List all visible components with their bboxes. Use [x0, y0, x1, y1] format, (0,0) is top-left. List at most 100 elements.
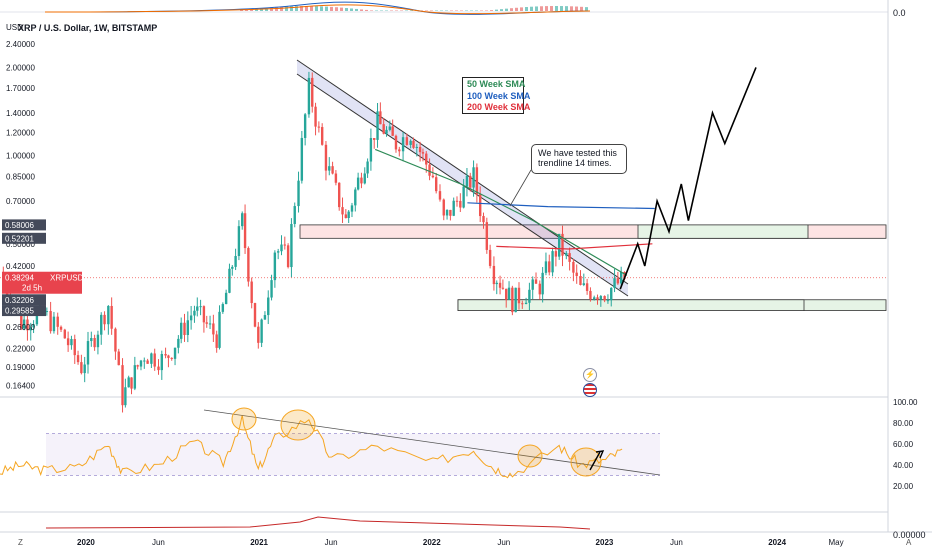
trendline-callout: We have tested this trendline 14 times. — [531, 144, 627, 174]
macd-bar — [570, 6, 573, 11]
level-tag-label: 0.58006 — [5, 221, 34, 230]
macd-bar — [335, 7, 338, 11]
macd-bar — [400, 10, 403, 11]
time-tick-label: Jun — [670, 538, 683, 547]
macd-bar — [405, 10, 408, 11]
candle-body — [485, 222, 489, 250]
candle-body — [475, 167, 479, 195]
flash-icon[interactable]: ⚡ — [583, 368, 597, 382]
footer-left-button[interactable]: Z — [18, 538, 23, 547]
candle-body — [283, 244, 287, 246]
price-tag-symbol: XRPUSD — [50, 274, 84, 283]
candle-body — [146, 360, 149, 364]
price-tick-label: 0.16400 — [6, 382, 35, 391]
trendline-upper — [296, 59, 629, 285]
candle-body — [167, 355, 170, 358]
candle-body — [243, 213, 247, 249]
rsi-tick-label: 100.00 — [893, 398, 918, 407]
candle-body — [133, 365, 137, 389]
candle-body — [338, 182, 341, 208]
candle-body — [360, 177, 363, 184]
macd-bar — [425, 10, 428, 11]
candle-body — [452, 200, 455, 216]
candles — [2, 71, 626, 413]
indicator-top-value: 0.0 — [893, 8, 906, 18]
price-tick-label: 0.85000 — [6, 172, 35, 181]
candle-body — [80, 362, 83, 374]
rsi-band — [46, 433, 660, 476]
candle-body — [73, 339, 76, 356]
candle-body — [505, 288, 508, 300]
candle-body — [596, 297, 599, 300]
level-tag-bg — [2, 232, 46, 244]
candle-body — [589, 290, 592, 300]
macd-bar — [445, 10, 448, 11]
candle-body — [124, 387, 127, 406]
candle-body — [431, 175, 435, 178]
candle-body — [250, 281, 253, 304]
candle-body — [324, 144, 328, 171]
candle-body — [445, 209, 449, 216]
macd-bar — [395, 10, 398, 11]
time-tick-label: 2022 — [423, 538, 441, 547]
candle-body — [328, 166, 331, 171]
callout-pointer — [509, 169, 532, 207]
candle-body — [438, 191, 442, 200]
rsi-arrow — [589, 451, 601, 471]
macd-bar — [360, 9, 363, 11]
candle-body — [286, 245, 290, 268]
candle-body — [205, 322, 208, 324]
candle-body — [280, 244, 283, 252]
candle-body — [117, 351, 120, 366]
candle-body — [538, 283, 542, 295]
candle-body — [297, 180, 300, 207]
candle-body — [290, 223, 293, 268]
candle-body — [616, 278, 620, 284]
candle-body — [554, 251, 558, 257]
candle-body — [263, 315, 267, 320]
candle-body — [514, 287, 517, 313]
candle-body — [356, 177, 360, 190]
candle-body — [606, 300, 610, 302]
price-tag-value: 0.38294 — [5, 274, 34, 283]
rsi-arrow-head — [595, 450, 605, 459]
candle-body — [465, 175, 469, 187]
candle-body — [455, 200, 459, 202]
time-tick-label: Jun — [325, 538, 338, 547]
candle-body — [544, 261, 548, 273]
candle-body — [52, 316, 56, 332]
level-tag-bg — [2, 305, 46, 317]
footer-right-button[interactable]: A — [906, 538, 912, 547]
candle-body — [575, 272, 578, 277]
time-tick-label: Jun — [152, 538, 165, 547]
candle-body — [153, 353, 156, 367]
candle-body — [599, 296, 603, 300]
candle-body — [459, 200, 462, 208]
flag-icon[interactable] — [583, 383, 597, 397]
candle-body — [276, 251, 280, 253]
macd-bar — [375, 10, 378, 11]
candle-body — [139, 360, 143, 367]
candle-body — [425, 153, 428, 165]
price-tag-bg — [2, 271, 82, 294]
candle-body — [208, 323, 212, 325]
candle-body — [469, 175, 472, 188]
macd-bar — [470, 10, 473, 11]
candle-body — [215, 334, 218, 348]
macd-bar — [480, 10, 483, 11]
candle-body — [32, 324, 35, 328]
candle-body — [177, 338, 180, 348]
macd-bar — [390, 10, 393, 11]
candle-body — [186, 320, 190, 336]
chart-title[interactable]: XRP / U.S. Dollar, 1W, BITSTAMP — [18, 23, 158, 33]
time-tick-label: Jun — [497, 538, 510, 547]
level-tag-label: 0.52201 — [5, 234, 34, 243]
macd-bar — [485, 10, 488, 11]
macd-bar — [440, 10, 443, 11]
candle-body — [86, 341, 90, 365]
rsi-touch-marker — [517, 444, 543, 468]
macd-bar — [495, 9, 498, 11]
candle-body — [613, 278, 616, 288]
candle-body — [354, 189, 357, 206]
